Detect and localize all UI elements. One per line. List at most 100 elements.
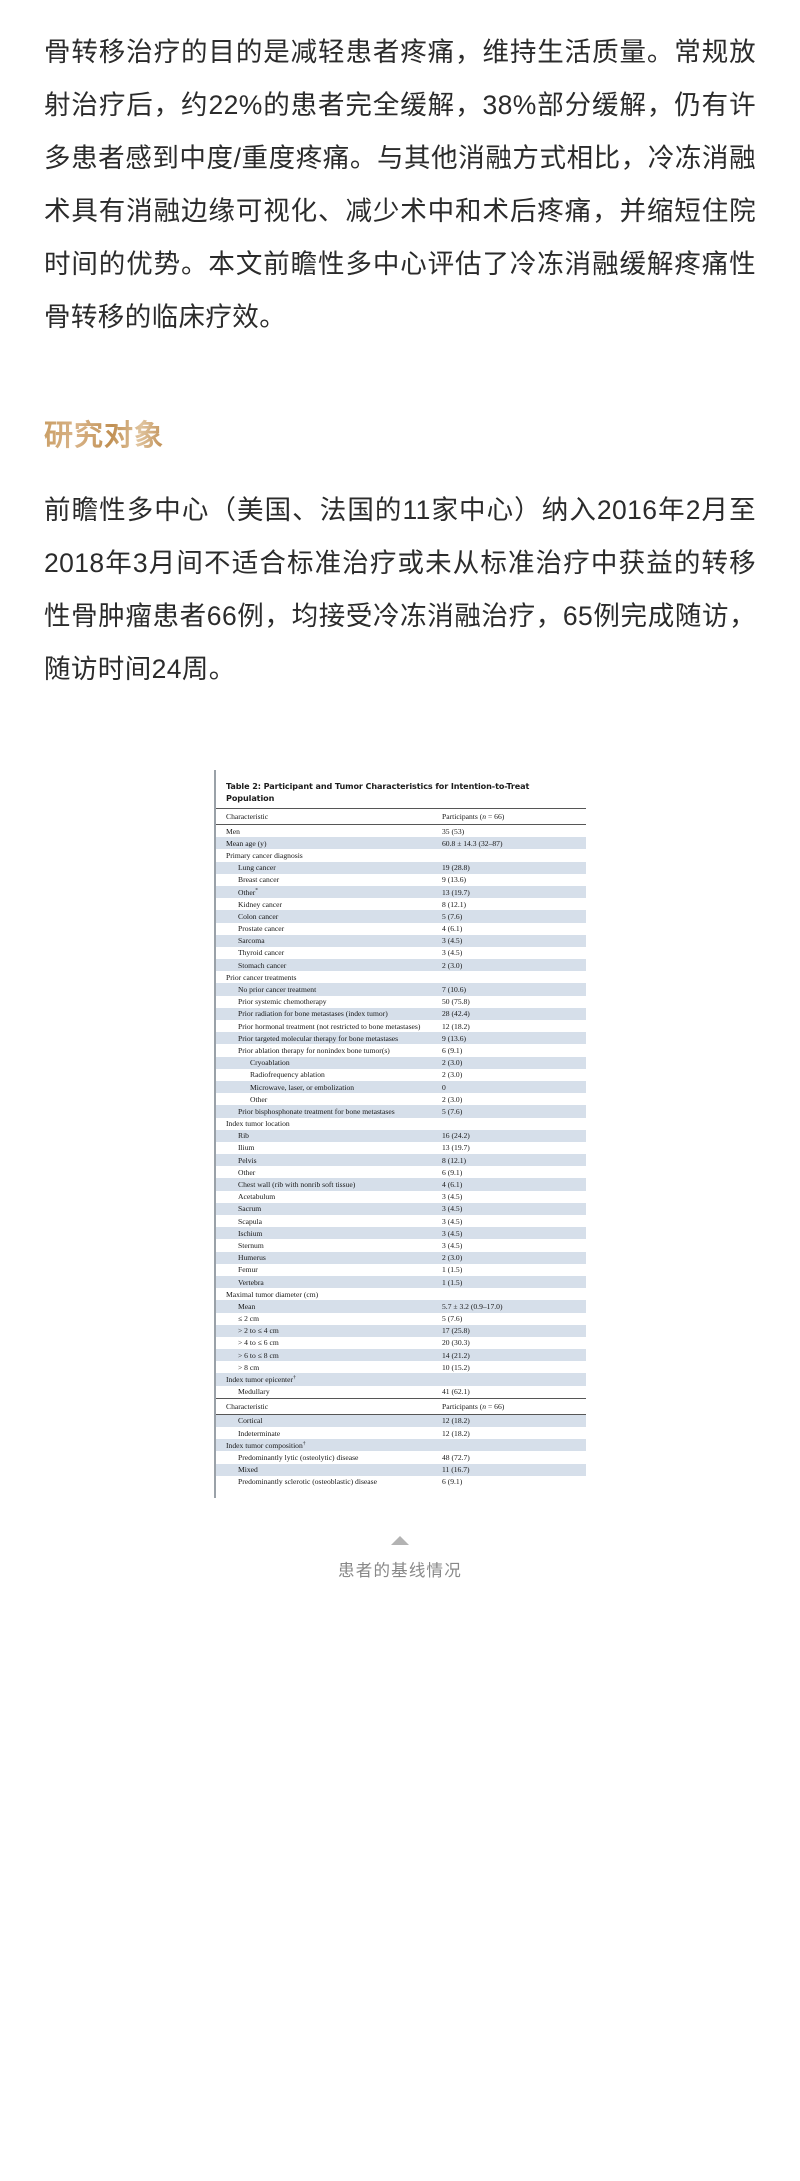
figure-spacer xyxy=(0,696,800,760)
section-heading-study-subjects: 研究对象 xyxy=(44,416,164,456)
table-cell-characteristic: Ilium xyxy=(238,1143,255,1153)
table-row: Sacrum 3 (4.5) xyxy=(216,1202,586,1215)
article-body: 骨转移治疗的目的是减轻患者疼痛，维持生活质量。常规放射治疗后，约22%的患者完全… xyxy=(0,0,800,696)
table-cell-characteristic: Breast cancer xyxy=(238,875,280,885)
table-row: > 4 to ≤ 6 cm 20 (30.3) xyxy=(216,1337,586,1349)
table-cell-value: 8 (12.1) xyxy=(442,1154,586,1167)
table-row: Pelvis 8 (12.1) xyxy=(216,1154,586,1167)
table-cell-value: 19 (28.8) xyxy=(442,861,586,874)
table-row: Kidney cancer 8 (12.1) xyxy=(216,898,586,910)
table-title: Table 2: Participant and Tumor Character… xyxy=(226,781,530,803)
table-cell-value xyxy=(442,971,586,983)
table-cell-characteristic: Sternum xyxy=(238,1240,264,1250)
table-cell-value: 2 (3.0) xyxy=(442,1070,463,1080)
table-cell-characteristic: Humerus xyxy=(216,1251,442,1264)
table-cell-value: 16 (24.2) xyxy=(442,1129,586,1142)
table-cell-characteristic: Medullary xyxy=(238,1387,270,1397)
table-rows-main: Men 35 (53) Mean age (y) 60.8 ± 14.3 (32–87… xyxy=(216,825,586,1399)
table-row: Prior hormonal treatment (not restricted… xyxy=(216,1020,586,1032)
table-figure-image[interactable]: Table 2: Participant and Tumor Character… xyxy=(206,770,586,1498)
table-cell-characteristic: Acetabulum xyxy=(238,1192,276,1202)
table-row: Primary cancer diagnosis xyxy=(216,849,586,861)
table-row: Medullary 41 (62.1) xyxy=(216,1386,586,1399)
table-row: Index tumor epicenter† xyxy=(216,1373,586,1386)
table-cell-characteristic: Radiofrequency ablation xyxy=(250,1070,325,1080)
table-cell-value: 3 (4.5) xyxy=(442,1202,586,1215)
table-row: Ilium 13 (19.7) xyxy=(216,1142,586,1154)
table-row: > 8 cm 10 (15.2) xyxy=(216,1361,586,1373)
table-cell-characteristic: Cryoablation xyxy=(216,1056,442,1069)
table-row: Other* 13 (19.7) xyxy=(216,885,586,899)
table-cell-characteristic: Index tumor location xyxy=(226,1119,290,1129)
table-cell-value: 6 (9.1) xyxy=(442,1477,463,1487)
table-second-header: Characteristic Participants (n = 66) xyxy=(216,1397,586,1415)
table-cell-value xyxy=(442,1288,586,1300)
table-cell-value: 0 xyxy=(442,1080,586,1094)
table-cell-characteristic: Indeterminate xyxy=(238,1428,281,1438)
table-row: Rib 16 (24.2) xyxy=(216,1129,586,1142)
table-cell-characteristic: Prior systemic chemotherapy xyxy=(238,997,327,1007)
table-cell-value: 1 (1.5) xyxy=(442,1275,586,1289)
table-cell-value: 3 (4.5) xyxy=(442,934,586,947)
table-cell-value: 2 (3.0) xyxy=(442,1094,463,1104)
table-cell-value: 28 (42.4) xyxy=(442,1007,586,1020)
table-cell-characteristic: Vertebra xyxy=(216,1275,442,1289)
table-row: Mean age (y) 60.8 ± 14.3 (32–87) xyxy=(216,837,586,850)
table-row: Prior systemic chemotherapy 50 (75.8) xyxy=(216,996,586,1008)
table-row: Breast cancer 9 (13.6) xyxy=(216,874,586,886)
table-cell-characteristic: Chest wall (rib with nonrib soft tissue) xyxy=(216,1178,442,1191)
table-cell-characteristic: Femur xyxy=(238,1265,258,1275)
table-cell-value: 5.7 ± 3.2 (0.9–17.0) xyxy=(442,1300,586,1313)
table-row: > 2 to ≤ 4 cm 17 (25.8) xyxy=(216,1324,586,1337)
table-header-participants: Participants (n = 66) xyxy=(442,808,586,825)
table-cell-value: 50 (75.8) xyxy=(442,997,470,1007)
table-row: Index tumor composition† xyxy=(216,1439,586,1452)
table-cell-value: 12 (18.2) xyxy=(442,1428,470,1438)
table-cell-value: 4 (6.1) xyxy=(442,924,463,934)
table-cell-value: 14 (21.2) xyxy=(442,1349,586,1362)
table-cell-value: 3 (4.5) xyxy=(442,1227,586,1240)
table-row: Prior radiation for bone metastases (ind… xyxy=(216,1007,586,1020)
table-cell-characteristic: Prior hormonal treatment (not restricted… xyxy=(238,1021,421,1031)
table-cell-characteristic: No prior cancer treatment xyxy=(216,983,442,996)
table-row: Men 35 (53) xyxy=(216,825,586,838)
table-cell-value: 41 (62.1) xyxy=(442,1387,470,1397)
table-row: Prior cancer treatments xyxy=(216,971,586,983)
table-row: Ischium 3 (4.5) xyxy=(216,1227,586,1240)
table-row: Predominantly sclerotic (osteoblastic) d… xyxy=(216,1476,586,1488)
table-body: Characteristic Participants (n = 66) xyxy=(216,808,586,825)
table-cell-characteristic: Sarcoma xyxy=(216,934,442,947)
table-cell-value xyxy=(442,1373,586,1386)
table-cell-value: 4 (6.1) xyxy=(442,1178,586,1191)
table-row: Acetabulum 3 (4.5) xyxy=(216,1191,586,1203)
table-cell-characteristic: Stomach cancer xyxy=(216,959,442,972)
table-cell-characteristic: Scapula xyxy=(238,1216,263,1226)
table-row: Cryoablation 2 (3.0) xyxy=(216,1056,586,1069)
table-cell-value: 20 (30.3) xyxy=(442,1338,470,1348)
table-row: Index tumor location xyxy=(216,1118,586,1130)
table-header-row: Characteristic Participants (n = 66) xyxy=(216,808,586,825)
table-cell-characteristic: Primary cancer diagnosis xyxy=(226,850,303,860)
table-row: Colon cancer 5 (7.6) xyxy=(216,910,586,923)
table-cell-value: 60.8 ± 14.3 (32–87) xyxy=(442,837,586,850)
table-row: Humerus 2 (3.0) xyxy=(216,1251,586,1264)
table-row: Lung cancer 19 (28.8) xyxy=(216,861,586,874)
table-cell-characteristic: Index tumor epicenter† xyxy=(216,1373,442,1386)
table-cell-value: 2 (3.0) xyxy=(442,1251,586,1264)
table-cell-value: 3 (4.5) xyxy=(442,1192,463,1202)
paragraph-study-subjects: 前瞻性多中心（美国、法国的11家中心）纳入2016年2月至2018年3月间不适合… xyxy=(44,495,756,684)
table-rows-tail: Cortical 12 (18.2) Indeterminate 12 (18.2) I… xyxy=(216,1414,586,1488)
table-cell-value: 13 (19.7) xyxy=(442,885,586,899)
table-header-row-repeat: Characteristic Participants (n = 66) xyxy=(216,1397,586,1415)
table-row: Prior bisphosphonate treatment for bone … xyxy=(216,1105,586,1118)
table-cell-characteristic: Predominantly sclerotic (osteoblastic) d… xyxy=(238,1477,377,1487)
table-row: Microwave, laser, or embolization 0 xyxy=(216,1080,586,1094)
table-cell-characteristic: > 2 to ≤ 4 cm xyxy=(216,1324,442,1337)
table-cell-characteristic: Rib xyxy=(216,1129,442,1142)
table-cell-value: 11 (16.7) xyxy=(442,1463,586,1476)
table-row: Other 2 (3.0) xyxy=(216,1093,586,1105)
table-cell-characteristic: > 8 cm xyxy=(238,1362,260,1372)
table-cell-characteristic: Cortical xyxy=(216,1414,442,1427)
table-cell-value: 12 (18.2) xyxy=(442,1414,586,1427)
